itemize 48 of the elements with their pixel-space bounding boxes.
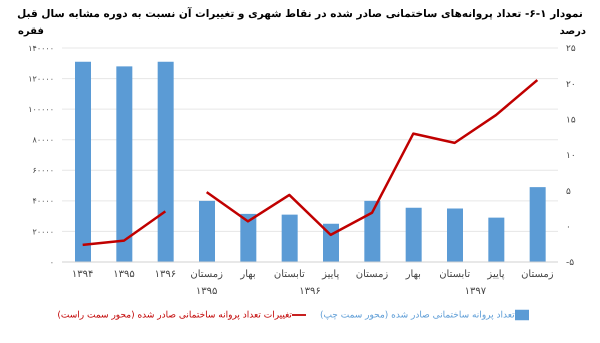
y2-axis-title: درصد xyxy=(560,26,586,37)
y-tick-label: ۲۰۰۰۰ xyxy=(32,227,54,236)
text: ۱۳۹۶ xyxy=(298,286,322,297)
y-tick-label: ۱۴۰۰۰۰ xyxy=(28,44,54,53)
bar xyxy=(282,214,298,262)
y-tick-label: ۰ xyxy=(50,258,54,267)
y-tick-label: ۱۰۰۰۰۰ xyxy=(28,104,54,114)
x-tick-label: پاییز xyxy=(321,269,340,280)
y2-tick-label: ۱۰ xyxy=(566,151,576,162)
legend-label: تعداد پروانه ساختمانی صادر شده (محور سمت چپ) xyxy=(320,310,515,320)
text: ۱۳۹۵ xyxy=(194,286,218,297)
bar xyxy=(447,208,463,262)
x-tick-label: زمستان xyxy=(521,269,554,280)
bar xyxy=(406,208,422,262)
bar xyxy=(116,66,132,262)
bar xyxy=(158,62,174,262)
bar xyxy=(199,200,215,262)
line-series xyxy=(205,78,539,236)
x-tick-label: ۱۳۹۵ xyxy=(113,269,135,280)
y-tick-label: ۸۰۰۰۰ xyxy=(32,136,54,145)
y-tick-label: ۶۰۰۰۰ xyxy=(32,166,54,176)
y2-tick-label: ۱۵ xyxy=(566,116,576,126)
x-tick-label: بهار xyxy=(404,269,421,280)
y-tick-label: ۴۰۰۰۰ xyxy=(32,196,54,206)
x-tick-label: ۱۳۹۴ xyxy=(72,269,94,280)
y-axis-title: فقره xyxy=(18,26,44,37)
y2-tick-label: ۲۰ xyxy=(566,80,576,90)
y2-tick-label: ۵ xyxy=(566,186,571,197)
bar xyxy=(488,218,504,262)
x-tick-label: تابستان xyxy=(274,269,306,280)
x-tick-label: ۱۳۹۶ xyxy=(154,269,176,280)
y-tick-label: ۱۲۰۰۰۰ xyxy=(28,74,54,84)
x-tick-label: تابستان xyxy=(439,269,470,280)
text: ۱۳۹۷ xyxy=(464,286,488,297)
bar xyxy=(530,187,546,262)
bar xyxy=(364,200,380,262)
bar xyxy=(240,214,256,262)
y2-tick-label: -۵ xyxy=(566,258,574,268)
y2-tick-label: ۰ xyxy=(566,222,571,233)
x-tick-label: پاییز xyxy=(486,269,505,280)
bar xyxy=(75,62,91,262)
x-tick-label: زمستان xyxy=(356,269,388,280)
bar xyxy=(323,224,339,262)
chart-title: نمودار ۱-۶- تعداد پروانه‌های ساختمانی صادر شده در نقاط شهری و تغییرات آن نسبت به دوره مشابه سال قبل xyxy=(16,8,584,20)
y2-tick-label: ۲۵ xyxy=(566,44,576,54)
x-tick-label: زمستان xyxy=(190,269,224,280)
legend-label: تغییرات تعداد پروانه ساختمانی صادر شده (محور سمت راست) xyxy=(57,310,292,320)
x-tick-label: بهار xyxy=(239,269,256,280)
